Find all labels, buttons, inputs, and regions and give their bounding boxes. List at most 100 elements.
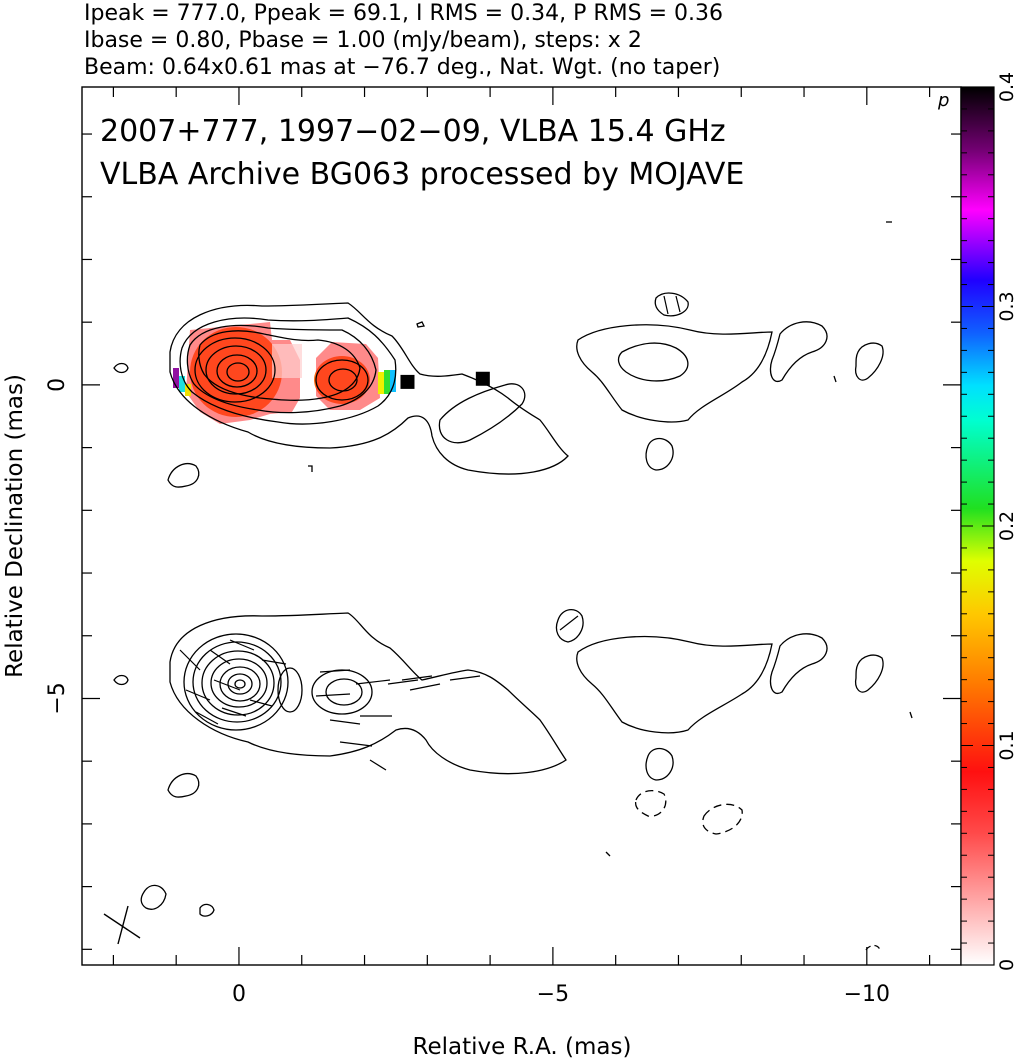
y-tick-label: 0 bbox=[45, 378, 70, 392]
pknot-a bbox=[277, 667, 303, 713]
polarization-vector bbox=[261, 659, 287, 665]
pknot-b2 bbox=[325, 678, 363, 706]
polarization-vectors bbox=[179, 295, 681, 771]
blob-f bbox=[113, 362, 129, 374]
polarization-patch bbox=[272, 344, 302, 378]
polarization-vector bbox=[339, 741, 373, 747]
colorbar-ticks bbox=[961, 86, 994, 966]
colorbar-tick-label: 0.4 bbox=[996, 72, 1018, 102]
polarization-pixel bbox=[400, 374, 415, 389]
pcore-4 bbox=[210, 658, 268, 708]
blob-j bbox=[308, 465, 313, 472]
dashed-contour-3 bbox=[865, 944, 881, 951]
core-contour-2 bbox=[205, 345, 267, 395]
polarization-vector bbox=[559, 615, 579, 631]
outer-contour-bottom-ext bbox=[576, 635, 773, 734]
blob-o bbox=[605, 851, 611, 857]
beam-symbol bbox=[103, 905, 141, 945]
header-line-1: Ipeak = 777.0, Ppeak = 69.1, I RMS = 0.3… bbox=[84, 1, 723, 26]
blob-c bbox=[854, 342, 884, 381]
blob-n bbox=[909, 711, 913, 719]
y-tick-label: −5 bbox=[45, 682, 70, 714]
header-line-3: Beam: 0.64x0.61 mas at −76.7 deg., Nat. … bbox=[84, 55, 720, 80]
polarization-patch bbox=[378, 372, 384, 394]
x-tick-label: 0 bbox=[232, 982, 246, 1007]
polarization-vector bbox=[675, 295, 681, 313]
colorbar-tick-label: 0 bbox=[996, 959, 1018, 971]
core-contour-4 bbox=[226, 362, 250, 382]
blob-e bbox=[167, 463, 200, 488]
polarization-vector bbox=[213, 679, 241, 691]
polarization-vector bbox=[319, 669, 351, 673]
polarization-vector bbox=[249, 699, 273, 707]
jet-blob-hole bbox=[617, 342, 689, 382]
colorbar-tick-label: 0.1 bbox=[996, 730, 1018, 760]
polarization-vector bbox=[185, 689, 211, 701]
blob-g bbox=[416, 321, 425, 328]
outer-contour-top-ext bbox=[576, 324, 773, 423]
polarization-patch bbox=[390, 370, 396, 392]
plot-area bbox=[81, 86, 962, 966]
blob-l bbox=[140, 884, 167, 910]
blob-a bbox=[654, 292, 689, 317]
polarization-vector bbox=[409, 683, 441, 691]
blob-d bbox=[645, 437, 674, 471]
knot-contour-1 bbox=[315, 359, 369, 401]
inner-jet-blob bbox=[438, 383, 526, 444]
blob-f2 bbox=[113, 674, 129, 686]
blob-i bbox=[833, 375, 837, 383]
polarization-vector bbox=[221, 707, 247, 717]
polarization-pixel bbox=[475, 371, 490, 386]
outer-contour-top bbox=[169, 302, 569, 475]
dashed-contour-2 bbox=[702, 803, 743, 835]
polarization-vector bbox=[663, 295, 669, 315]
polarization-vector bbox=[449, 675, 481, 681]
polarization-vector bbox=[315, 693, 351, 697]
corner-mark: p bbox=[937, 90, 949, 111]
blob-d2 bbox=[645, 747, 674, 781]
knot-contour-2 bbox=[328, 368, 358, 392]
blob-b bbox=[769, 321, 828, 383]
polarization-contours bbox=[113, 609, 913, 951]
polarization-patch bbox=[179, 376, 185, 392]
axis-ticks bbox=[82, 87, 961, 965]
blob-b2 bbox=[769, 633, 828, 695]
polarization-vector bbox=[401, 675, 433, 681]
polarization-vector bbox=[369, 759, 387, 771]
y-tick-labels: 0 −5 bbox=[45, 378, 70, 715]
polarization-patch bbox=[173, 368, 179, 388]
pcore-6 bbox=[227, 673, 253, 695]
blob-k bbox=[555, 609, 584, 643]
colorbar-tick-labels: 0 0.1 0.2 0.3 0.4 bbox=[996, 72, 1018, 971]
header-line-2: Ibase = 0.80, Pbase = 1.00 (mJy/beam), s… bbox=[84, 28, 642, 53]
polarization-vector bbox=[179, 649, 201, 671]
blob-c2 bbox=[854, 654, 884, 693]
blob-m bbox=[199, 903, 215, 917]
polarization-patch bbox=[185, 384, 191, 396]
y-axis-label: Relative Declination (mas) bbox=[2, 374, 28, 678]
polarization-vector bbox=[329, 719, 361, 725]
polarization-vector bbox=[209, 649, 231, 665]
pcore-2 bbox=[192, 641, 282, 723]
x-tick-label: −10 bbox=[844, 982, 890, 1007]
polarization-vector bbox=[195, 711, 219, 725]
archive-annotation: VLBA Archive BG063 processed by MOJAVE bbox=[100, 157, 744, 192]
source-annotation: 2007+777, 1997−02−09, VLBA 15.4 GHz bbox=[100, 114, 726, 149]
pcore-3 bbox=[201, 650, 275, 716]
blob-e2 bbox=[167, 773, 200, 798]
core-contour-3 bbox=[216, 354, 258, 388]
core-contour-1 bbox=[194, 337, 276, 403]
pcore-7 bbox=[234, 679, 246, 689]
pcore-5 bbox=[219, 666, 261, 702]
polarization-vector bbox=[387, 679, 419, 685]
contour-top-3 bbox=[186, 324, 377, 414]
x-tick-labels: 0 −5 −10 bbox=[232, 982, 890, 1007]
x-axis-label: Relative R.A. (mas) bbox=[413, 1034, 632, 1060]
polarization-vector bbox=[355, 679, 391, 685]
contour-top-2 bbox=[179, 317, 397, 425]
polarization-patch bbox=[384, 370, 390, 394]
image-content bbox=[103, 221, 913, 951]
pcore-1 bbox=[183, 633, 289, 731]
colorbar-tick-label: 0.3 bbox=[996, 291, 1018, 321]
